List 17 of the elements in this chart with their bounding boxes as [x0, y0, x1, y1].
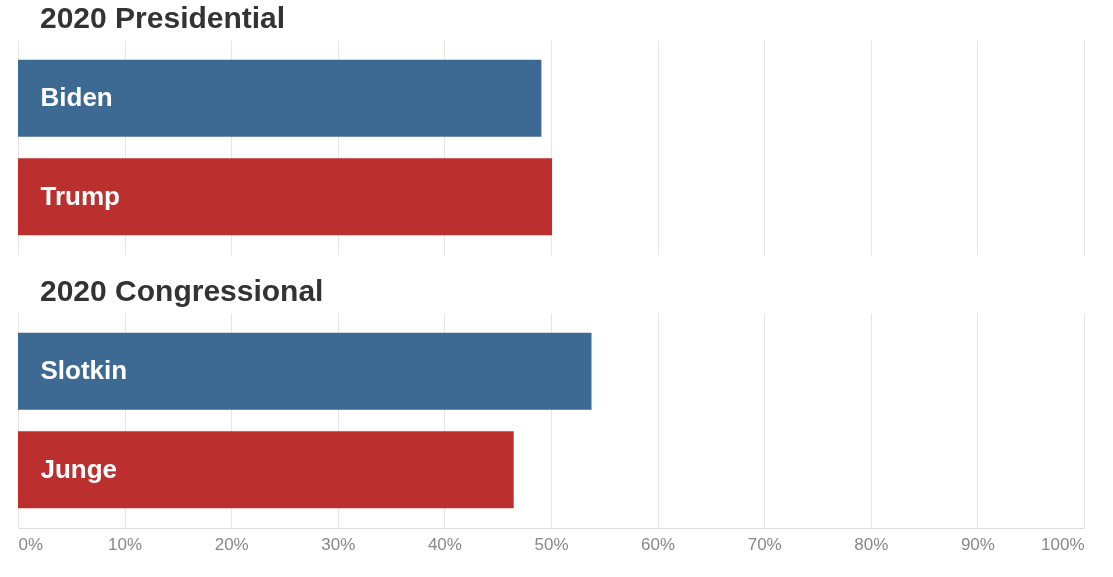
y-tick-label: Biden: [40, 82, 113, 113]
x-tick-label: 50%: [534, 534, 569, 554]
x-tick-label: 20%: [214, 534, 249, 554]
x-tick-label: 10%: [108, 534, 143, 554]
x-tick-label: 60%: [641, 534, 676, 554]
x-tick-label: 100%: [1041, 534, 1085, 554]
x-tick-label: 40%: [427, 534, 462, 554]
x-tick-label: 80%: [854, 534, 889, 554]
x-tick-label: 0%: [18, 534, 44, 554]
y-tick-label: Junge: [40, 453, 118, 484]
x-tick-label: 70%: [747, 534, 782, 554]
chart-title: 2020 Congressional: [40, 274, 324, 307]
y-tick-label: Slotkin: [40, 355, 128, 386]
x-tick-label: 90%: [960, 534, 995, 554]
chart-title: 2020 Presidential: [40, 1, 286, 34]
x-tick-label: 30%: [321, 534, 356, 554]
y-tick-label: Trump: [40, 180, 120, 211]
